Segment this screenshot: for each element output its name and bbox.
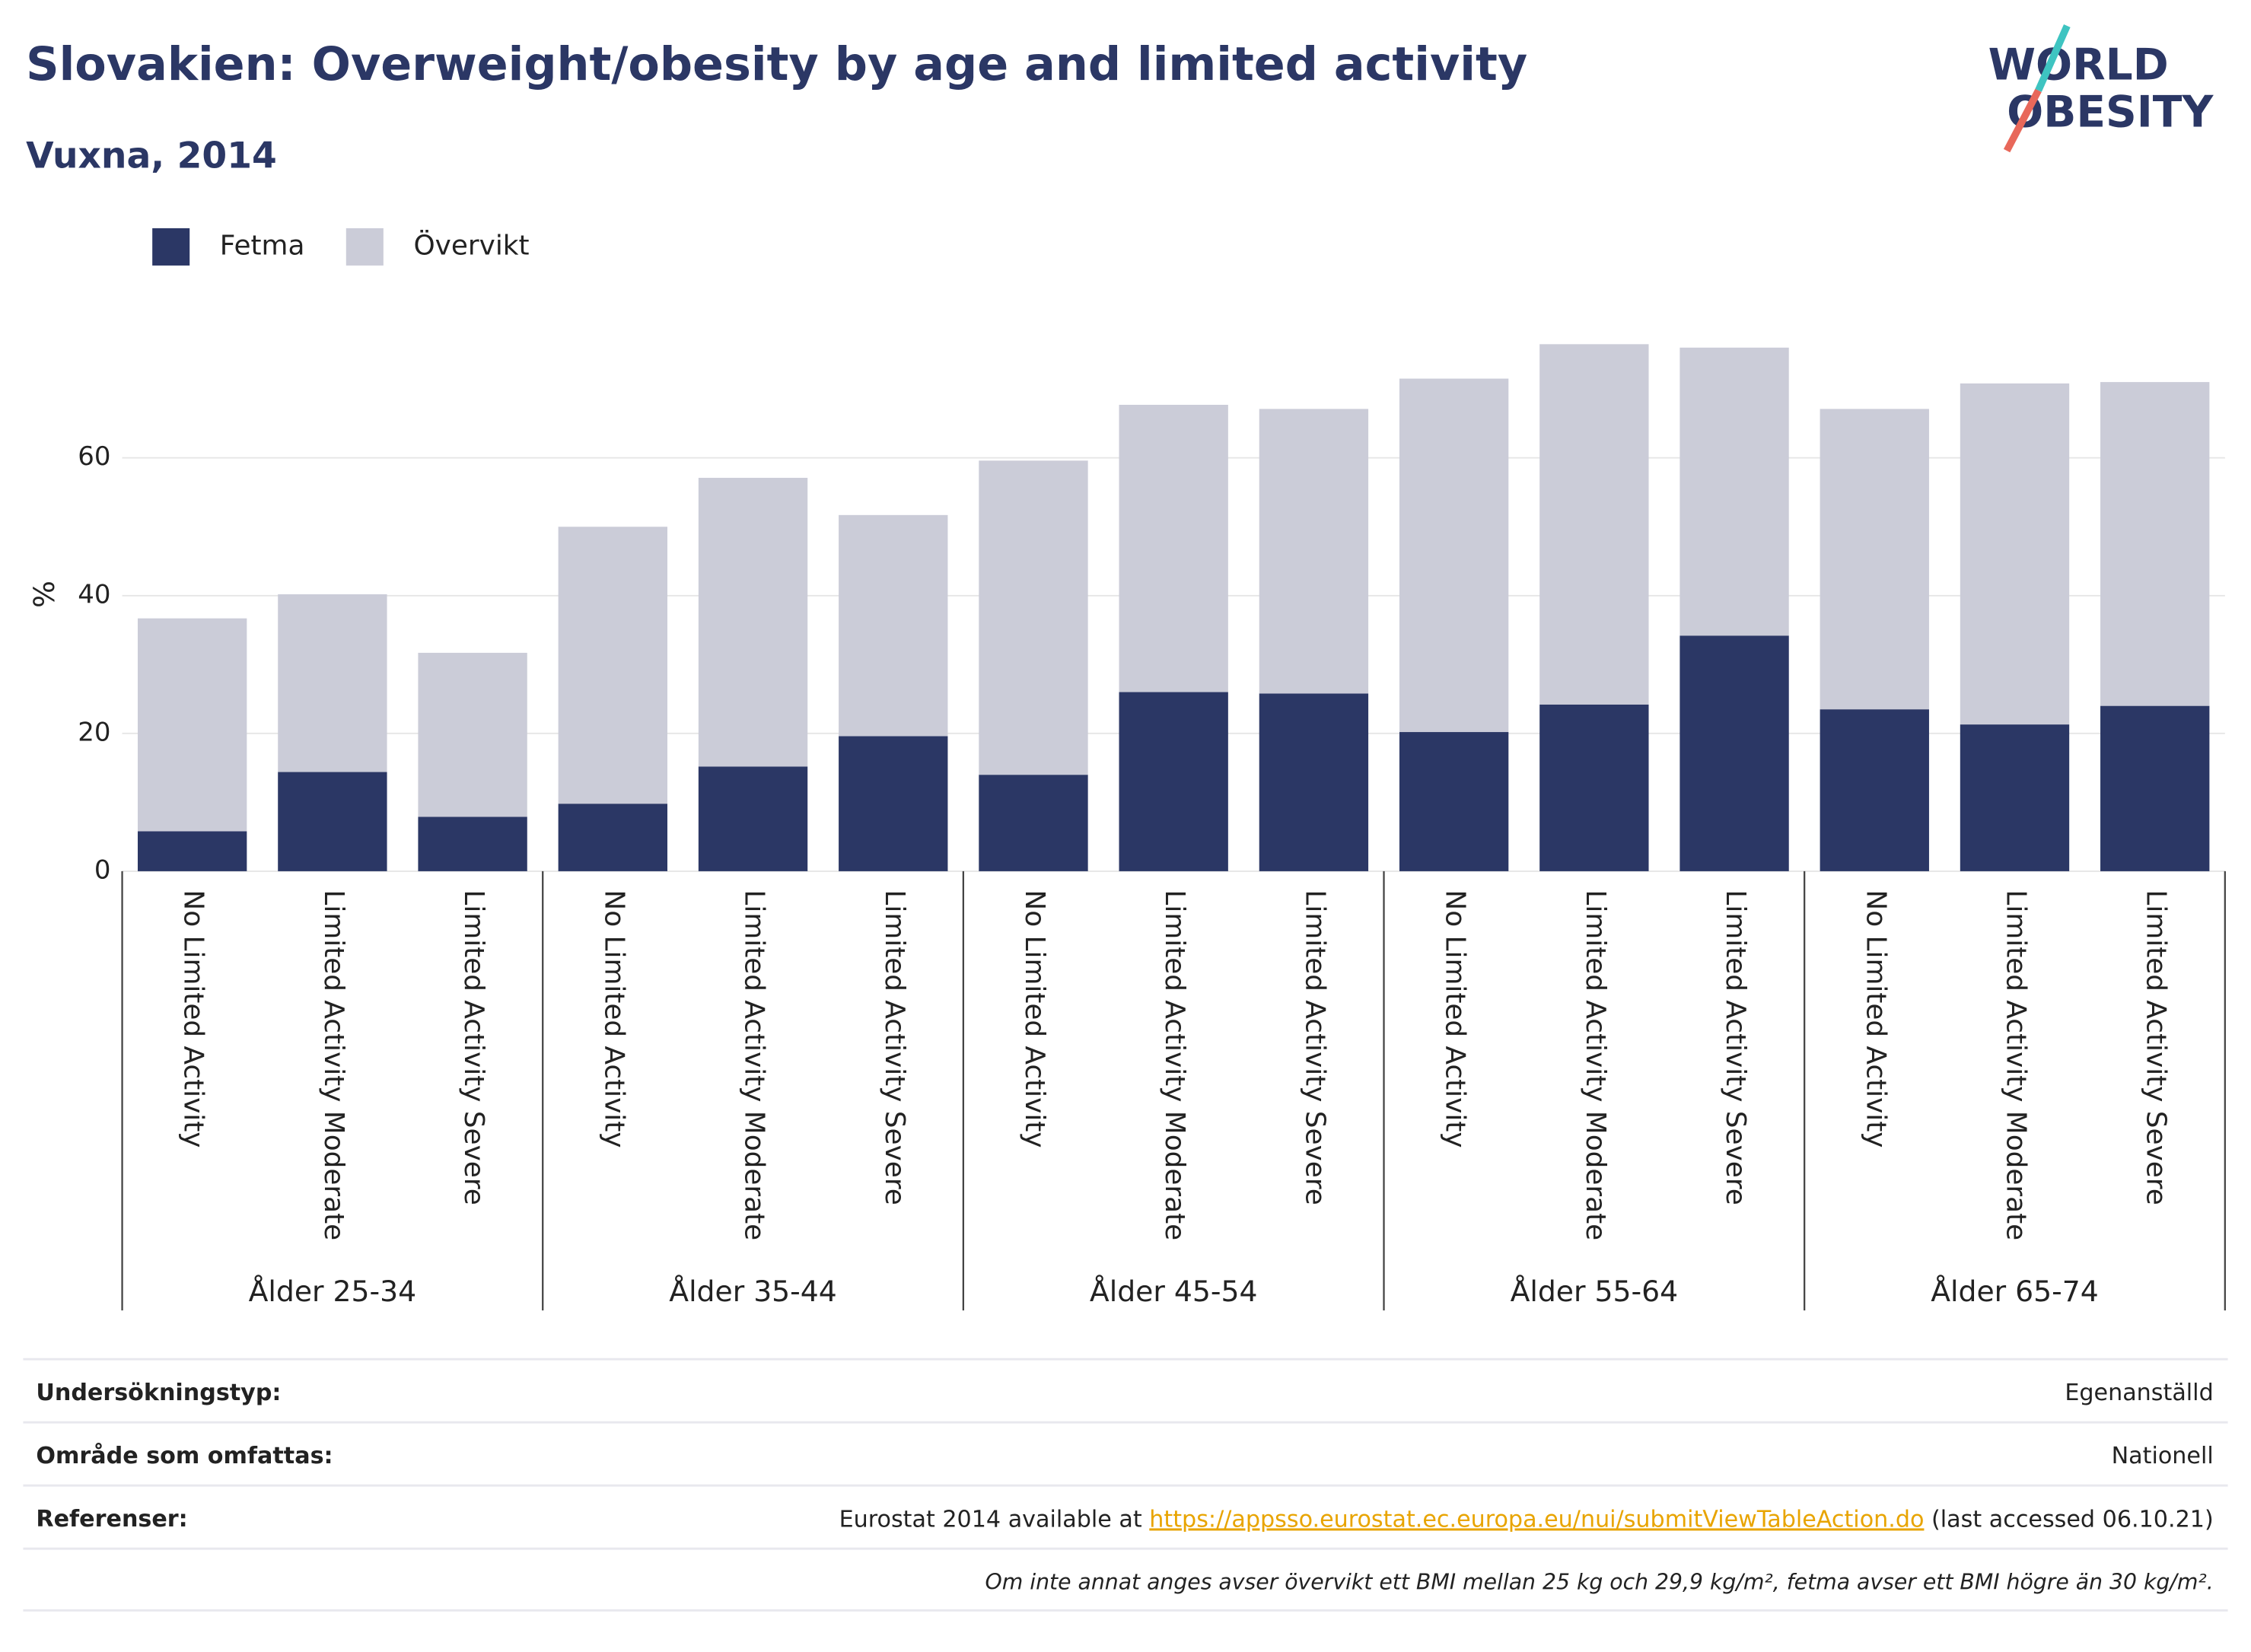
y-tick-label: 40 xyxy=(78,579,110,610)
group-label: Ålder 55-64 xyxy=(1511,1275,1679,1308)
x-tick-label: No Limited Activity xyxy=(178,890,209,1147)
footer-value: Nationell xyxy=(2112,1443,2214,1469)
x-tick-label: Limited Activity Severe xyxy=(879,890,910,1205)
bar-segment xyxy=(1119,692,1228,871)
x-tick-label: No Limited Activity xyxy=(1440,890,1471,1147)
footer-value: Egenanställd xyxy=(2065,1380,2213,1406)
bar-segment xyxy=(1539,344,1649,705)
bar-segment xyxy=(979,460,1088,775)
footer-reference: Eurostat 2014 available at https://appss… xyxy=(839,1506,2214,1533)
x-tick-label: Limited Activity Moderate xyxy=(2000,890,2031,1240)
bar-segment xyxy=(1399,732,1509,871)
bar-segment xyxy=(1820,709,1929,871)
x-tick-label: Limited Activity Moderate xyxy=(1580,890,1611,1240)
chart-title: Slovakien: Overweight/obesity by age and… xyxy=(26,38,1527,91)
x-tick-label: Limited Activity Severe xyxy=(1720,890,1751,1205)
x-tick-label: No Limited Activity xyxy=(1019,890,1050,1147)
group-label: Ålder 45-54 xyxy=(1090,1275,1258,1308)
y-tick-label: 20 xyxy=(78,717,110,747)
bar-segment xyxy=(1539,704,1649,871)
y-tick-label: 60 xyxy=(78,441,110,472)
legend-label: Övervikt xyxy=(413,229,529,261)
footer-label: Område som omfattas: xyxy=(36,1442,333,1469)
logo-text: OBESITY xyxy=(2007,88,2214,138)
reference-link[interactable]: https://appsso.eurostat.ec.europa.eu/nui… xyxy=(1149,1506,1924,1533)
legend-label: Fetma xyxy=(220,230,305,261)
bar-segment xyxy=(1960,724,2070,871)
bar-segment xyxy=(1960,383,2070,725)
bar-segment xyxy=(1119,404,1228,692)
bar-segment xyxy=(278,594,387,772)
bar-segment xyxy=(1399,378,1509,733)
logo: WORLD OBESITY xyxy=(1988,24,2214,153)
bar-segment xyxy=(698,477,808,767)
x-tick-label: Limited Activity Moderate xyxy=(1159,890,1190,1240)
x-tick-label: Limited Activity Moderate xyxy=(739,890,770,1240)
bar-segment xyxy=(418,652,527,817)
footer-label: Undersökningstyp: xyxy=(36,1380,281,1406)
x-tick-label: No Limited Activity xyxy=(1860,890,1891,1147)
bar-segment xyxy=(2100,705,2210,871)
legend-swatch xyxy=(345,228,384,266)
legend-swatch xyxy=(152,228,190,266)
logo-text: WORLD xyxy=(1988,40,2169,90)
bar-segment xyxy=(839,514,948,737)
group-label: Ålder 65-74 xyxy=(1931,1275,2099,1308)
bar-segment xyxy=(418,816,527,871)
x-tick-label: Limited Activity Moderate xyxy=(318,890,349,1240)
x-tick-label: No Limited Activity xyxy=(598,890,629,1147)
group-label: Ålder 35-44 xyxy=(669,1275,837,1308)
y-axis-label: % xyxy=(27,581,61,608)
footer-note: Om inte annat anges avser övervikt ett B… xyxy=(985,1569,2213,1594)
bar-segment xyxy=(1820,409,1929,710)
x-tick-label: Limited Activity Severe xyxy=(2141,890,2172,1205)
bar-segment xyxy=(2100,382,2210,706)
x-tick-label: Limited Activity Severe xyxy=(1299,890,1330,1205)
reference-text: Eurostat 2014 available at xyxy=(839,1506,1150,1533)
footer-label: Referenser: xyxy=(36,1506,187,1533)
y-tick-label: 0 xyxy=(94,855,111,885)
bar-segment xyxy=(137,831,247,871)
reference-text: (last accessed 06.10.21) xyxy=(1924,1506,2213,1533)
bar-segment xyxy=(1259,409,1369,694)
x-tick-label: Limited Activity Severe xyxy=(458,890,489,1205)
bar-segment xyxy=(558,527,667,804)
bar-segment xyxy=(698,766,808,871)
bar-segment xyxy=(558,804,667,871)
bar-segment xyxy=(1259,693,1369,871)
logo-slash xyxy=(2035,24,2071,92)
chart-subtitle: Vuxna, 2014 xyxy=(26,135,277,177)
bar-segment xyxy=(278,772,387,871)
bar-segment xyxy=(137,618,247,832)
bar-segment xyxy=(1679,347,1789,636)
bar-segment xyxy=(979,775,1088,871)
group-label: Ålder 25-34 xyxy=(249,1275,417,1308)
bar-segment xyxy=(1679,635,1789,871)
bar-segment xyxy=(839,736,948,871)
logo-slash xyxy=(2003,88,2042,153)
